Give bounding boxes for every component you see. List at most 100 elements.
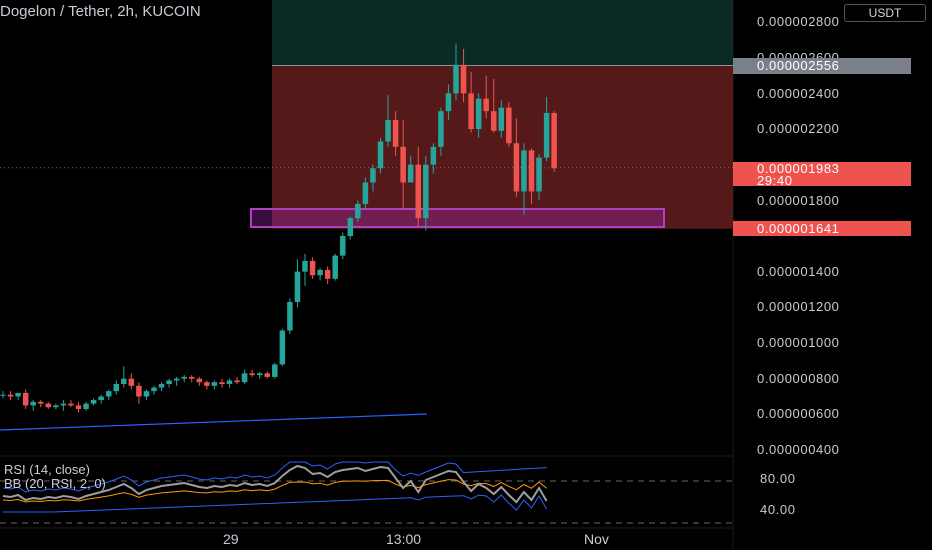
candle-body <box>407 164 414 183</box>
candle-body <box>128 378 135 386</box>
last-price-tag: 0.000001983 29:40 <box>733 161 911 188</box>
candle-body <box>498 107 505 131</box>
candle-body <box>68 403 74 406</box>
time-axis-label: 13:00 <box>386 531 422 547</box>
candle-body <box>7 394 14 397</box>
candle-body <box>60 403 67 406</box>
candle-body <box>506 107 512 144</box>
candle-body <box>204 382 210 386</box>
candle-body <box>90 400 97 404</box>
candle-body <box>415 164 421 219</box>
rsi-axis-label: 40.00 <box>760 502 796 517</box>
candle-body <box>98 396 104 401</box>
candle-body <box>219 382 225 385</box>
candle-body <box>15 392 21 397</box>
candle-body <box>551 112 557 169</box>
candle-body <box>385 120 391 142</box>
rsi-line <box>2 464 548 504</box>
price-axis-label: 0.000000800 <box>757 371 840 386</box>
stop-zone <box>272 65 733 229</box>
candle-body <box>317 269 323 276</box>
position-bottom-tag: 0.000001641 <box>733 221 911 236</box>
price-axis-label: 0.000002200 <box>757 121 840 136</box>
candle-body <box>45 403 52 408</box>
candle-body <box>256 373 263 376</box>
candle-body <box>347 218 354 236</box>
candle-body <box>528 150 535 192</box>
candle-body <box>332 255 338 279</box>
candle-body <box>226 380 233 385</box>
rsi-legend[interactable]: RSI (14, close) <box>4 462 90 477</box>
candle-body <box>423 164 429 219</box>
candle-body <box>521 150 527 192</box>
candle-body <box>272 364 278 377</box>
candle-body <box>294 271 301 302</box>
candle-body <box>460 64 467 94</box>
candle-body <box>287 301 293 331</box>
candle-body <box>75 405 82 409</box>
candle-body <box>513 143 520 192</box>
candle-body <box>0 394 6 396</box>
time-axis-label: Nov <box>584 531 609 547</box>
candle-body <box>340 236 346 256</box>
candle-body <box>468 93 474 129</box>
bb-legend[interactable]: BB (20, RSI, 2, 0) <box>4 476 106 491</box>
candle-body <box>302 260 308 272</box>
candle-body <box>53 405 59 408</box>
candle-body <box>30 401 36 406</box>
currency-selector[interactable]: USDT <box>844 4 926 22</box>
price-axis-label: 0.000001400 <box>757 264 840 279</box>
candle-body <box>143 391 150 397</box>
candle-body <box>83 403 89 409</box>
candle-body <box>22 392 29 406</box>
price-axis-label: 0.000001000 <box>757 335 840 350</box>
support-box <box>250 208 665 228</box>
candle-body <box>121 378 127 385</box>
price-axis-label: 0.000001800 <box>757 193 840 208</box>
candle-body <box>324 269 331 279</box>
price-axis-label: 0.000000600 <box>757 406 840 421</box>
candle-body <box>166 380 172 385</box>
candle-body <box>105 391 112 397</box>
candle-body <box>309 260 316 276</box>
bar-countdown: 29:40 <box>757 173 793 188</box>
trend-line <box>0 413 428 431</box>
price-axis-label: 0.000002400 <box>757 86 840 101</box>
candle-body <box>151 387 157 392</box>
bb-lower-line <box>3 494 548 513</box>
candle-body <box>241 373 248 383</box>
candle-body <box>370 168 376 183</box>
candle-body <box>475 98 482 129</box>
candle-body <box>211 382 218 386</box>
candle-body <box>189 376 195 379</box>
price-axis-label: 0.000002800 <box>757 14 840 29</box>
candle-body <box>136 385 142 397</box>
candle-body <box>400 146 406 183</box>
candle-body <box>173 378 180 381</box>
candle-body <box>181 376 187 379</box>
candle-body <box>453 64 459 94</box>
candle-body <box>491 111 497 131</box>
candle-body <box>543 112 550 158</box>
candle-body <box>438 111 444 147</box>
candle-body <box>279 330 286 365</box>
candle-body <box>249 373 255 376</box>
bb-upper-line <box>2 461 547 493</box>
candle-body <box>377 141 384 169</box>
rsi-axis-label: 80.00 <box>760 471 796 486</box>
position-top-tag: 0.000002556 <box>733 58 911 74</box>
candle-body <box>196 378 203 383</box>
candle-body <box>392 120 399 147</box>
candle-body <box>158 384 165 388</box>
candle-body <box>113 384 119 392</box>
candle-body <box>355 203 361 219</box>
bb-basis-line <box>2 479 547 503</box>
symbol-title[interactable]: Dogelon / Tether, 2h, KUCOIN <box>0 3 201 20</box>
last-price-value: 0.000001983 <box>757 161 840 176</box>
candle-body <box>234 380 240 383</box>
price-axis-label: 0.000000400 <box>757 442 840 457</box>
candle-body <box>430 146 437 165</box>
price-axis-label: 0.000001200 <box>757 299 840 314</box>
time-axis-label: 29 <box>223 531 239 547</box>
